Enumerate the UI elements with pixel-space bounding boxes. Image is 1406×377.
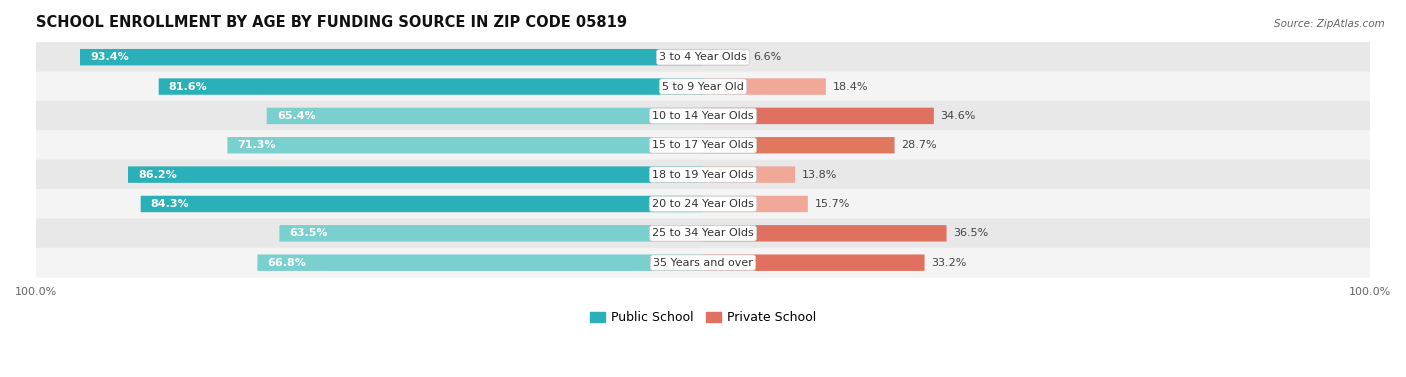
- FancyBboxPatch shape: [37, 101, 1369, 131]
- FancyBboxPatch shape: [703, 78, 825, 95]
- FancyBboxPatch shape: [267, 108, 703, 124]
- Text: 84.3%: 84.3%: [150, 199, 190, 209]
- Text: 20 to 24 Year Olds: 20 to 24 Year Olds: [652, 199, 754, 209]
- FancyBboxPatch shape: [141, 196, 703, 212]
- Text: 15.7%: 15.7%: [814, 199, 849, 209]
- FancyBboxPatch shape: [159, 78, 703, 95]
- Text: 15 to 17 Year Olds: 15 to 17 Year Olds: [652, 140, 754, 150]
- FancyBboxPatch shape: [37, 42, 1369, 72]
- Text: SCHOOL ENROLLMENT BY AGE BY FUNDING SOURCE IN ZIP CODE 05819: SCHOOL ENROLLMENT BY AGE BY FUNDING SOUR…: [37, 15, 627, 30]
- FancyBboxPatch shape: [37, 248, 1369, 277]
- FancyBboxPatch shape: [37, 159, 1369, 190]
- FancyBboxPatch shape: [703, 166, 796, 183]
- Text: 65.4%: 65.4%: [277, 111, 315, 121]
- Text: Source: ZipAtlas.com: Source: ZipAtlas.com: [1274, 19, 1385, 29]
- Text: 35 Years and over: 35 Years and over: [652, 258, 754, 268]
- Text: 34.6%: 34.6%: [941, 111, 976, 121]
- Legend: Public School, Private School: Public School, Private School: [585, 306, 821, 329]
- Text: 6.6%: 6.6%: [754, 52, 782, 62]
- FancyBboxPatch shape: [703, 108, 934, 124]
- FancyBboxPatch shape: [37, 130, 1369, 160]
- FancyBboxPatch shape: [37, 189, 1369, 219]
- Text: 10 to 14 Year Olds: 10 to 14 Year Olds: [652, 111, 754, 121]
- Text: 81.6%: 81.6%: [169, 81, 208, 92]
- Text: 36.5%: 36.5%: [953, 228, 988, 238]
- FancyBboxPatch shape: [37, 218, 1369, 248]
- FancyBboxPatch shape: [80, 49, 703, 66]
- Text: 28.7%: 28.7%: [901, 140, 936, 150]
- Text: 18 to 19 Year Olds: 18 to 19 Year Olds: [652, 170, 754, 179]
- FancyBboxPatch shape: [37, 72, 1369, 101]
- Text: 13.8%: 13.8%: [801, 170, 837, 179]
- FancyBboxPatch shape: [703, 196, 808, 212]
- FancyBboxPatch shape: [703, 137, 894, 153]
- FancyBboxPatch shape: [703, 225, 946, 242]
- Text: 25 to 34 Year Olds: 25 to 34 Year Olds: [652, 228, 754, 238]
- Text: 93.4%: 93.4%: [90, 52, 129, 62]
- Text: 86.2%: 86.2%: [138, 170, 177, 179]
- Text: 66.8%: 66.8%: [267, 258, 307, 268]
- Text: 33.2%: 33.2%: [931, 258, 966, 268]
- Text: 18.4%: 18.4%: [832, 81, 868, 92]
- Text: 71.3%: 71.3%: [238, 140, 276, 150]
- Text: 5 to 9 Year Old: 5 to 9 Year Old: [662, 81, 744, 92]
- Text: 63.5%: 63.5%: [290, 228, 328, 238]
- FancyBboxPatch shape: [703, 49, 747, 66]
- FancyBboxPatch shape: [703, 254, 925, 271]
- FancyBboxPatch shape: [257, 254, 703, 271]
- FancyBboxPatch shape: [228, 137, 703, 153]
- FancyBboxPatch shape: [128, 166, 703, 183]
- FancyBboxPatch shape: [280, 225, 703, 242]
- Text: 3 to 4 Year Olds: 3 to 4 Year Olds: [659, 52, 747, 62]
